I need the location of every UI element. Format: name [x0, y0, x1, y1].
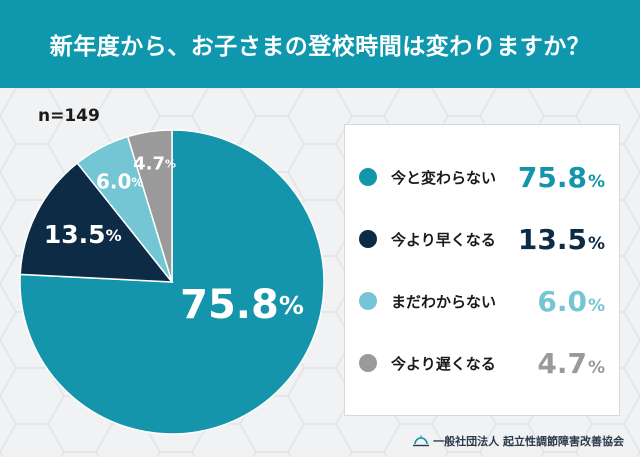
sample-size-label: n=149	[38, 106, 100, 126]
legend-panel: 今と変わらない 75.8% 今より早くなる 13.5% まだわからない 6.0%…	[344, 124, 620, 416]
pie-data-label: 4.7%	[133, 154, 176, 175]
legend-label: 今と変わらない	[391, 168, 497, 187]
legend-value: 75.8%	[517, 160, 605, 194]
legend-swatch	[359, 168, 377, 186]
header-banner: 新年度から、お子さまの登校時間は変わりますか？	[0, 0, 640, 88]
sunrise-logo-icon	[413, 435, 430, 447]
pie-slice-unchanged	[19, 129, 325, 435]
pie-slice-earlier	[19, 162, 174, 283]
legend-value: 4.7%	[537, 346, 605, 380]
pie-data-label: 75.8%	[180, 282, 304, 328]
legend-label: 今より遅くなる	[391, 354, 496, 373]
page-title: 新年度から、お子さまの登校時間は変わりますか？	[49, 34, 591, 60]
legend-swatch	[359, 292, 377, 310]
legend-value: 6.0%	[537, 284, 605, 318]
legend-value: 13.5%	[517, 222, 605, 256]
pie-slice-later	[126, 129, 173, 283]
legend-label: 今より早くなる	[391, 230, 496, 249]
legend-label: まだわからない	[391, 292, 497, 311]
legend-item-later: 今より遅くなる 4.7%	[345, 343, 619, 383]
legend-item-unknown: まだわからない 6.0%	[345, 281, 619, 321]
pie-data-label: 13.5%	[44, 220, 122, 249]
pie-data-label: 6.0%	[96, 169, 143, 193]
organization-name: 一般社団法人 起立性調節障害改善協会	[433, 435, 624, 448]
legend-item-earlier: 今より早くなる 13.5%	[345, 219, 619, 259]
legend-swatch	[359, 354, 377, 372]
legend-item-unchanged: 今と変わらない 75.8%	[345, 157, 619, 197]
footer-credit: 一般社団法人 起立性調節障害改善協会	[413, 433, 624, 449]
legend-swatch	[359, 230, 377, 248]
